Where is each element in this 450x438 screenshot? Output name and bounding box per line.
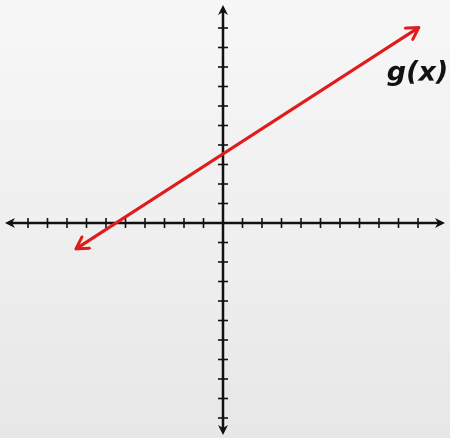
series-line-g — [77, 28, 418, 248]
function-label: g(x) — [387, 57, 448, 88]
series-layer — [77, 28, 418, 248]
label-layer: g(x) — [387, 57, 448, 88]
